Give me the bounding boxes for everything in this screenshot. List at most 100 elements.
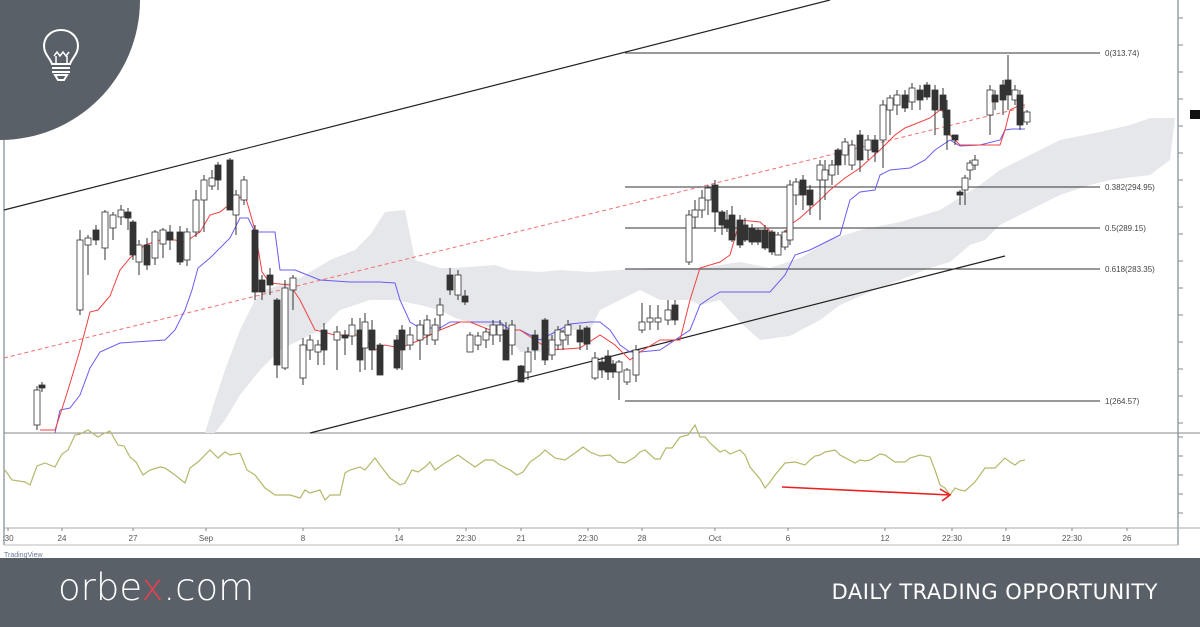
candle (748, 224, 756, 245)
candle (923, 82, 931, 100)
candle (289, 275, 297, 310)
fib-label-0: 0(313.74) (1105, 49, 1140, 58)
kijun-sen-line (54, 128, 1025, 434)
candle (192, 190, 200, 237)
candle (841, 138, 849, 165)
candle (951, 134, 959, 145)
candle (638, 303, 646, 333)
candle (886, 95, 894, 135)
candle (348, 318, 356, 345)
candle (971, 155, 979, 170)
candle (333, 326, 341, 370)
candle (101, 210, 109, 260)
candle (446, 268, 454, 295)
candle (564, 320, 572, 345)
candle (908, 83, 916, 110)
candle (856, 130, 864, 172)
time-tick-label: Sep (199, 534, 214, 543)
time-tick-label: 14 (395, 534, 404, 543)
time-axis[interactable]: :30 24 27 Sep 8 14 22:30 21 22:30 28 Oct 6 12 22:30 19… (2, 528, 1132, 543)
oscillator-line (4, 423, 1026, 502)
candle (436, 298, 444, 330)
tagline: DAILY TRADING OPPORTUNITY (831, 580, 1158, 604)
candle (183, 228, 191, 266)
candlestick-series[interactable] (33, 55, 1031, 430)
candle (704, 185, 712, 215)
candle (956, 190, 964, 205)
candle (416, 320, 424, 360)
candle (124, 208, 132, 230)
fib-label-0618: 0.618(283.35) (1105, 265, 1155, 274)
candle (92, 225, 100, 245)
divergence-arrow[interactable] (781, 486, 952, 502)
candle (691, 200, 699, 228)
candle (821, 160, 829, 200)
candle (966, 160, 974, 180)
candle (482, 328, 490, 348)
candle (943, 100, 951, 150)
candle (273, 298, 281, 378)
candle (615, 360, 623, 400)
candle (664, 300, 672, 325)
candle (754, 228, 762, 245)
candle (698, 190, 706, 218)
candle (1004, 55, 1012, 110)
candle (598, 357, 606, 378)
candle (623, 368, 631, 385)
candle (314, 340, 322, 365)
candle (916, 85, 924, 110)
ichimoku-cloud (205, 118, 1175, 433)
candle (871, 135, 879, 162)
candle (361, 313, 369, 370)
candle (741, 218, 749, 242)
candle (341, 330, 349, 355)
candle (474, 332, 482, 350)
time-tick-label: 19 (1002, 534, 1011, 543)
candle (559, 330, 567, 350)
candle (718, 210, 726, 235)
candle (524, 347, 532, 380)
candle (939, 88, 947, 118)
channel-lower-line[interactable] (309, 255, 1006, 434)
candle (591, 352, 599, 380)
candle (232, 190, 240, 235)
time-tick-label: 28 (638, 534, 647, 543)
orbex-logo[interactable]: orbex.com (58, 566, 255, 609)
price-chart[interactable]: 0(313.74) 0.382(294.95) 0.5(289.15) 0.61… (0, 0, 1200, 560)
candle (632, 345, 640, 382)
candle (151, 230, 159, 265)
candle (143, 238, 151, 270)
candle (761, 225, 769, 250)
candle (931, 85, 939, 135)
candle (454, 270, 462, 300)
candle (806, 185, 814, 215)
footer-banner: orbex.com DAILY TRADING OPPORTUNITY (0, 558, 1200, 627)
candle (129, 220, 137, 260)
fib-label-0382: 0.382(294.95) (1105, 183, 1155, 192)
time-tick-label: 6 (786, 534, 791, 543)
time-tick-label: 21 (517, 534, 526, 543)
candle (646, 305, 654, 330)
fibonacci-retracement[interactable]: 0(313.74) 0.382(294.95) 0.5(289.15) 0.61… (625, 49, 1155, 406)
candle (266, 268, 274, 295)
time-tick-label: Oct (709, 534, 722, 543)
tenkan-sen-line (40, 104, 1026, 431)
last-price-marker (1190, 110, 1200, 119)
candle (531, 330, 539, 360)
candle (258, 275, 266, 300)
candle (431, 318, 439, 345)
time-tick-label: 22:30 (942, 534, 963, 543)
channel-upper-line[interactable] (3, 0, 831, 211)
candle (84, 235, 92, 275)
candle (489, 320, 497, 345)
candle (711, 180, 719, 232)
candle (864, 135, 872, 160)
candle (393, 335, 401, 370)
candle (176, 226, 184, 265)
time-tick-label: :30 (2, 534, 14, 543)
time-tick-label: 8 (301, 534, 306, 543)
price-axis[interactable] (1178, 17, 1183, 514)
time-tick-label: 22:30 (578, 534, 599, 543)
candle (251, 225, 259, 300)
candle (834, 148, 842, 175)
